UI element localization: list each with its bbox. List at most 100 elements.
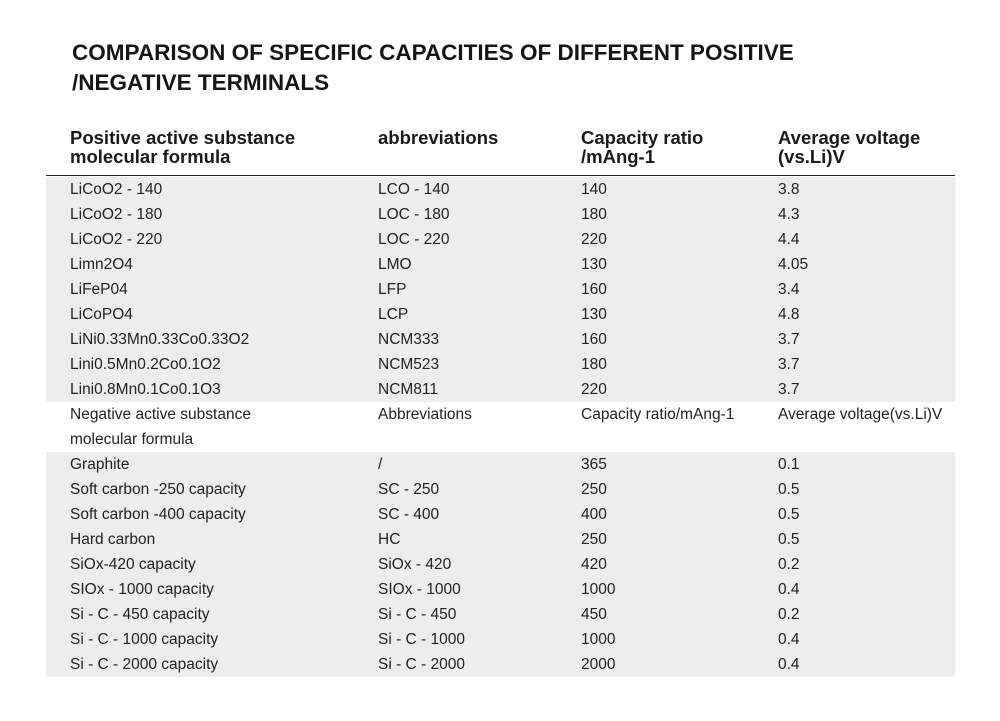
table-row: SIOx - 1000 capacity SIOx - 1000 1000 0.… bbox=[46, 577, 955, 602]
header-positive-formula-line1: Positive active substance bbox=[70, 127, 296, 148]
table-row: Limn2O4 LMO 130 4.05 bbox=[46, 252, 955, 277]
cell-abbreviation: Si - C - 2000 bbox=[378, 655, 466, 673]
table-row: LiFeP04 LFP 160 3.4 bbox=[46, 277, 955, 302]
header-capacity-ratio: Capacity ratio /mAng-1 bbox=[557, 126, 754, 175]
negative-section-header-row: Negative active substance molecular form… bbox=[46, 402, 955, 452]
table-row: LiCoO2 - 140 LCO - 140 140 3.8 bbox=[46, 177, 955, 202]
cell-negative-formula-heading: Negative active substance molecular form… bbox=[46, 402, 354, 452]
cell-voltage: 3.4 bbox=[778, 280, 800, 298]
cell-capacity: 365 bbox=[581, 455, 607, 473]
cell-formula: Lini0.8Mn0.1Co0.1O3 bbox=[70, 380, 221, 398]
cell-capacity: 1000 bbox=[581, 630, 616, 648]
cell-capacity: 220 bbox=[581, 230, 607, 248]
cell-abbreviation: NCM333 bbox=[378, 330, 440, 348]
cell-capacity: 2000 bbox=[581, 655, 616, 673]
cell-formula: Graphite bbox=[70, 455, 130, 473]
cell-capacity: 1000 bbox=[581, 580, 616, 598]
cell-formula: LiCoO2 - 180 bbox=[70, 205, 163, 223]
title-line-1: COMPARISON OF SPECIFIC CAPACITIES OF DIF… bbox=[72, 40, 794, 65]
cell-abbreviation: / bbox=[378, 455, 383, 473]
cell-voltage: 3.7 bbox=[778, 355, 800, 373]
cell-voltage: 4.05 bbox=[778, 255, 809, 273]
cell-abbreviation: HC bbox=[378, 530, 401, 548]
cell-capacity: 250 bbox=[581, 530, 607, 548]
header-capacity-ratio-line1: Capacity ratio bbox=[581, 127, 704, 148]
cell-voltage: 3.8 bbox=[778, 180, 800, 198]
table-row: Si - C - 450 capacity Si - C - 450 450 0… bbox=[46, 602, 955, 627]
table-body: LiCoO2 - 140 LCO - 140 140 3.8 LiCoO2 - … bbox=[46, 177, 955, 677]
cell-formula: Soft carbon -400 capacity bbox=[70, 505, 246, 523]
cell-formula: LiFeP04 bbox=[70, 280, 128, 298]
table-row: Si - C - 1000 capacity Si - C - 1000 100… bbox=[46, 627, 955, 652]
cell-voltage: 4.8 bbox=[778, 305, 800, 323]
table-row: Soft carbon -250 capacity SC - 250 250 0… bbox=[46, 477, 955, 502]
cell-abbreviation: Si - C - 1000 bbox=[378, 630, 466, 648]
cell-abbreviation: NCM811 bbox=[378, 380, 439, 398]
negative-formula-heading-line1: Negative active substance bbox=[70, 406, 251, 423]
cell-voltage: 4.4 bbox=[778, 230, 800, 248]
table-row: LiCoPO4 LCP 130 4.8 bbox=[46, 302, 955, 327]
cell-voltage: 0.4 bbox=[778, 630, 800, 648]
cell-capacity: 160 bbox=[581, 330, 607, 348]
header-average-voltage-line2: (vs.Li)V bbox=[778, 146, 845, 167]
header-average-voltage-line1: Average voltage bbox=[778, 127, 921, 148]
cell-voltage: 3.7 bbox=[778, 330, 800, 348]
cell-capacity-heading: Capacity ratio/mAng-1 bbox=[581, 406, 735, 423]
cell-capacity: 220 bbox=[581, 380, 607, 398]
cell-voltage: 0.5 bbox=[778, 480, 800, 498]
cell-formula: Si - C - 2000 capacity bbox=[70, 655, 219, 673]
cell-voltage: 4.3 bbox=[778, 205, 800, 223]
cell-capacity: 450 bbox=[581, 605, 607, 623]
table-row: LiNi0.33Mn0.33Co0.33O2 NCM333 160 3.7 bbox=[46, 327, 955, 352]
cell-formula: Lini0.5Mn0.2Co0.1O2 bbox=[70, 355, 221, 373]
negative-formula-heading-line2: molecular formula bbox=[70, 431, 194, 448]
cell-voltage: 0.1 bbox=[778, 455, 800, 473]
table-row: LiCoO2 - 180 LOC - 180 180 4.3 bbox=[46, 202, 955, 227]
table-row: Lini0.8Mn0.1Co0.1O3 NCM811 220 3.7 bbox=[46, 377, 955, 402]
cell-voltage: 0.5 bbox=[778, 530, 800, 548]
cell-abbreviation: Si - C - 450 bbox=[378, 605, 457, 623]
table-row: LiCoO2 - 220 LOC - 220 220 4.4 bbox=[46, 227, 955, 252]
table-row: SiOx-420 capacity SiOx - 420 420 0.2 bbox=[46, 552, 955, 577]
cell-capacity: 140 bbox=[581, 180, 607, 198]
cell-voltage: 0.5 bbox=[778, 505, 800, 523]
table-row: Hard carbon HC 250 0.5 bbox=[46, 527, 955, 552]
cell-abbreviation: LCO - 140 bbox=[378, 180, 450, 198]
cell-formula: LiCoO2 - 140 bbox=[70, 180, 163, 198]
header-average-voltage: Average voltage (vs.Li)V bbox=[754, 126, 955, 175]
cell-abbreviation: LOC - 180 bbox=[378, 205, 450, 223]
table-row: Si - C - 2000 capacity Si - C - 2000 200… bbox=[46, 652, 955, 677]
cell-formula: Si - C - 1000 capacity bbox=[70, 630, 219, 648]
cell-voltage: 0.4 bbox=[778, 655, 800, 673]
table-row: Soft carbon -400 capacity SC - 400 400 0… bbox=[46, 502, 955, 527]
cell-formula: LiNi0.33Mn0.33Co0.33O2 bbox=[70, 330, 250, 348]
cell-formula: SiOx-420 capacity bbox=[70, 555, 196, 573]
cell-capacity: 400 bbox=[581, 505, 607, 523]
cell-formula: Hard carbon bbox=[70, 530, 156, 548]
cell-abbreviation: SIOx - 1000 bbox=[378, 580, 461, 598]
cell-capacity: 160 bbox=[581, 280, 607, 298]
cell-formula: SIOx - 1000 capacity bbox=[70, 580, 214, 598]
cell-capacity: 250 bbox=[581, 480, 607, 498]
cell-formula: Limn2O4 bbox=[70, 255, 133, 273]
cell-abbreviation: LOC - 220 bbox=[378, 230, 450, 248]
cell-voltage: 0.2 bbox=[778, 555, 800, 573]
cell-abbreviation: LFP bbox=[378, 280, 407, 298]
header-capacity-ratio-line2: /mAng-1 bbox=[581, 146, 655, 167]
cell-capacity: 420 bbox=[581, 555, 607, 573]
cell-voltage-heading: Average voltage(vs.Li)V bbox=[778, 406, 943, 423]
cell-capacity: 180 bbox=[581, 205, 607, 223]
cell-abbreviation: SC - 250 bbox=[378, 480, 440, 498]
cell-formula: LiCoO2 - 220 bbox=[70, 230, 163, 248]
table-row: Graphite / 365 0.1 bbox=[46, 452, 955, 477]
title-line-2: /NEGATIVE TERMINALS bbox=[72, 70, 330, 95]
cell-formula: LiCoPO4 bbox=[70, 305, 133, 323]
header-positive-formula: Positive active substance molecular form… bbox=[46, 126, 354, 175]
cell-capacity: 130 bbox=[581, 305, 607, 323]
header-abbreviations: abbreviations bbox=[378, 127, 499, 148]
cell-abbreviation: NCM523 bbox=[378, 355, 440, 373]
capacity-table: Positive active substance molecular form… bbox=[46, 126, 955, 677]
cell-voltage: 3.7 bbox=[778, 380, 800, 398]
header-positive-formula-line2: molecular formula bbox=[70, 146, 231, 167]
cell-voltage: 0.2 bbox=[778, 605, 800, 623]
